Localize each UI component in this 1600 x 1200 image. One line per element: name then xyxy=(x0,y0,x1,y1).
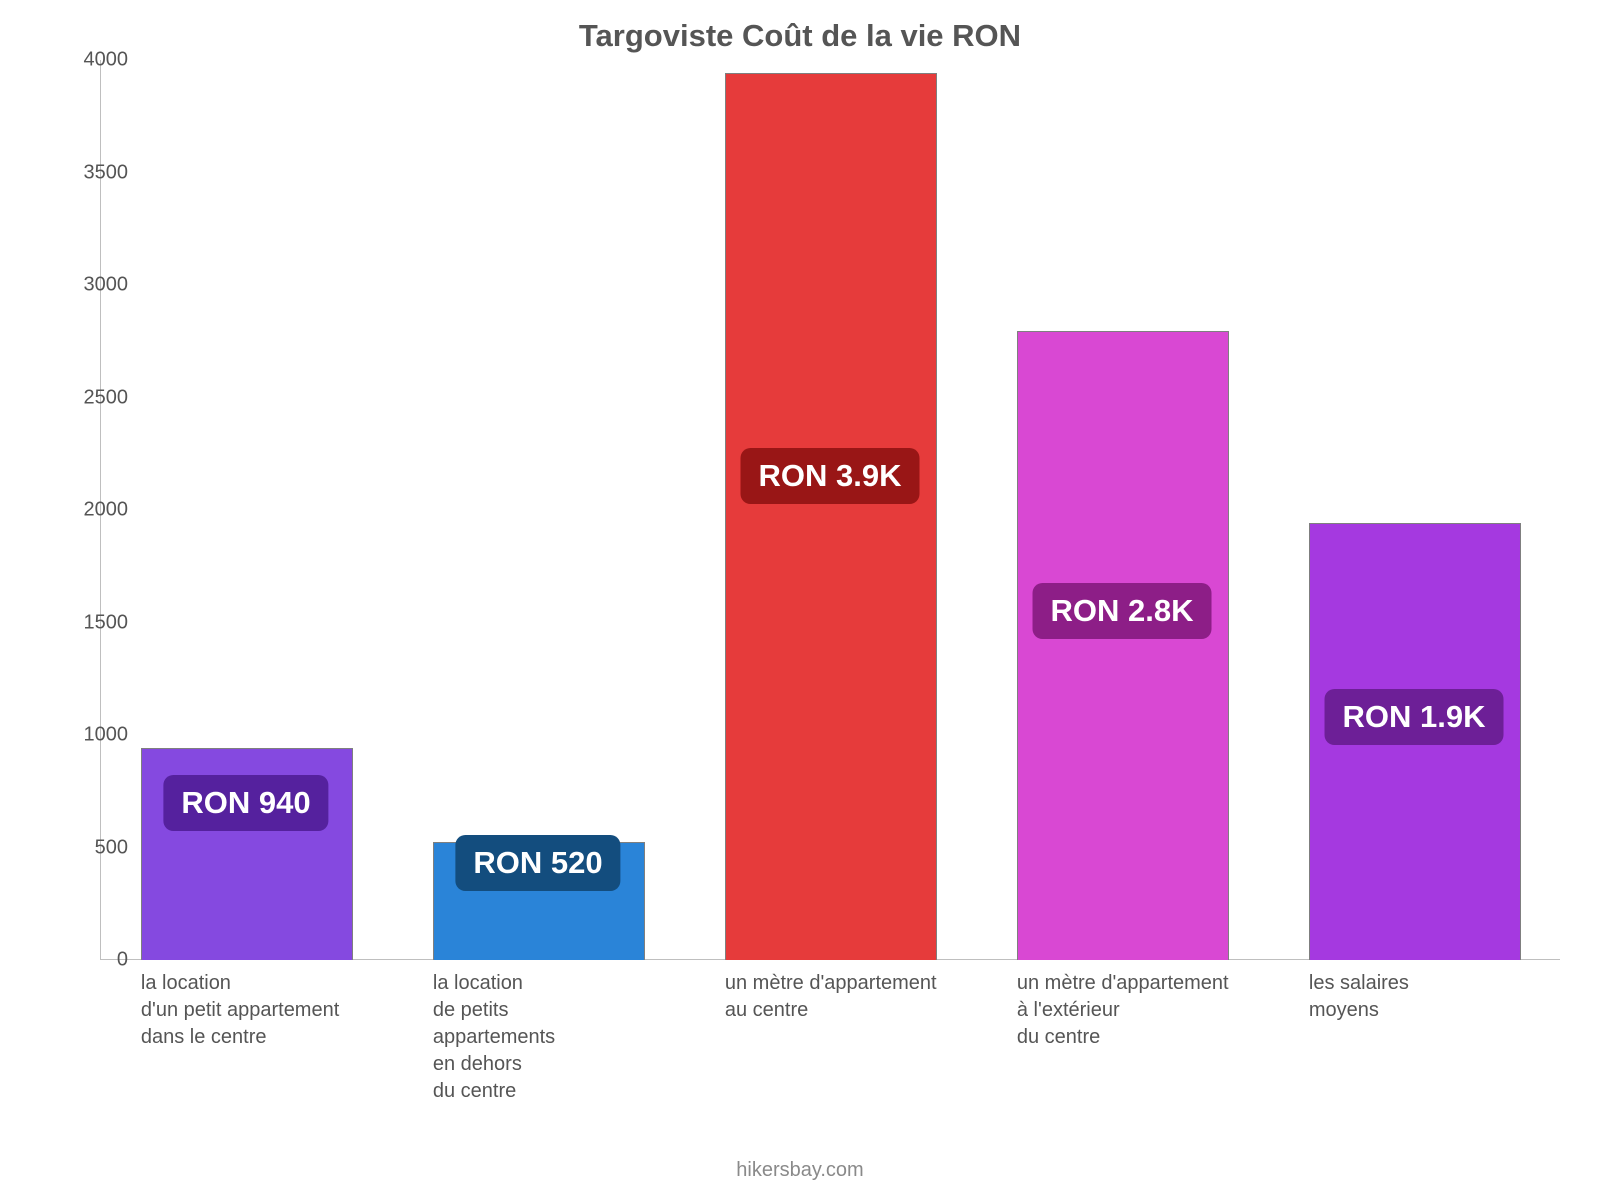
chart-title: Targoviste Coût de la vie RON xyxy=(0,18,1600,54)
x-category-label: la location de petits appartements en de… xyxy=(433,970,555,1105)
x-category-label: un mètre d'appartement au centre xyxy=(725,970,937,1024)
y-tick-label: 3500 xyxy=(48,161,128,184)
x-category-label: un mètre d'appartement à l'extérieur du … xyxy=(1017,970,1229,1051)
bar xyxy=(725,73,937,961)
y-tick-label: 2000 xyxy=(48,499,128,522)
y-tick-label: 0 xyxy=(48,949,128,972)
bar xyxy=(1017,331,1229,960)
y-tick-label: 2500 xyxy=(48,386,128,409)
cost-of-living-chart: Targoviste Coût de la vie RON RON 940RON… xyxy=(0,0,1600,1200)
bar-value-label: RON 2.8K xyxy=(1033,583,1212,639)
y-tick-label: 3000 xyxy=(48,274,128,297)
y-tick-label: 4000 xyxy=(48,49,128,72)
x-category-label: les salaires moyens xyxy=(1309,970,1409,1024)
x-category-label: la location d'un petit appartement dans … xyxy=(141,970,339,1051)
bar-value-label: RON 1.9K xyxy=(1325,689,1504,745)
plot-area: RON 940 RON 520 RON 3.9K RON 2.8K RON 1.9K xyxy=(100,60,1560,960)
bar-value-label: RON 940 xyxy=(163,775,328,831)
y-tick-label: 1000 xyxy=(48,724,128,747)
y-tick-label: 500 xyxy=(48,836,128,859)
bar-value-label: RON 520 xyxy=(455,835,620,891)
footer-credit: hikersbay.com xyxy=(0,1159,1600,1182)
y-tick-label: 1500 xyxy=(48,611,128,634)
bar-value-label: RON 3.9K xyxy=(741,448,920,504)
